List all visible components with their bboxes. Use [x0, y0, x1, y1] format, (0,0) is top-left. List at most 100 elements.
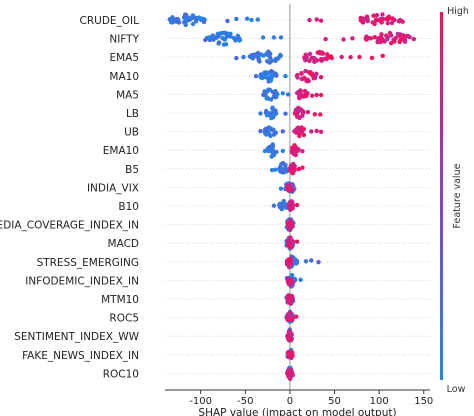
feature-label: EMA10 [103, 145, 139, 157]
shap-point [285, 92, 291, 97]
shap-point [314, 17, 319, 22]
shap-point [234, 16, 239, 22]
shap-point [267, 60, 272, 65]
shap-point [303, 259, 309, 264]
shap-point [280, 160, 286, 166]
shap-point [220, 30, 225, 36]
shap-point [313, 74, 318, 79]
shap-point [268, 78, 273, 83]
shap-point [372, 35, 377, 40]
shap-point [296, 166, 301, 172]
shap-point [285, 312, 291, 317]
feature-label: MACD [108, 238, 139, 250]
shap-point [300, 113, 305, 119]
shap-point [273, 167, 278, 172]
shap-point [249, 17, 254, 23]
x-tick-label: 150 [414, 396, 433, 407]
shap-point [384, 16, 389, 22]
shap-point [271, 203, 277, 208]
shap-point [263, 73, 269, 79]
feature-label: ROC10 [103, 368, 139, 380]
shap-point [293, 152, 298, 158]
shap-point [350, 36, 355, 41]
shap-point [281, 198, 286, 204]
shap-point [369, 55, 375, 61]
shap-point [258, 73, 263, 78]
shap-point [298, 88, 303, 93]
feature-label: MA10 [109, 71, 139, 83]
shap-point [264, 51, 269, 56]
shap-point [302, 75, 307, 81]
shap-point [303, 68, 308, 74]
shap-points [167, 12, 416, 381]
shap-point [312, 112, 318, 117]
feature-label: FAKE_NEWS_INDEX_IN [22, 350, 139, 362]
x-axis-ticks: -100 -50 0 50 100 150 [189, 390, 433, 407]
feature-label: SENTIMENT_INDEX_WW [14, 331, 139, 343]
shap-point [289, 354, 295, 359]
feature-label: INFODEMIC_INDEX_IN [25, 275, 139, 287]
shap-point [285, 334, 290, 339]
shap-point [280, 148, 285, 154]
shap-point [364, 34, 369, 39]
shap-point [260, 35, 266, 40]
shap-point [251, 52, 257, 57]
shap-point [271, 152, 277, 158]
shap-point [278, 186, 284, 191]
shap-point [290, 150, 295, 155]
shap-point [255, 17, 260, 22]
shap-point [376, 36, 381, 41]
feature-label: LB [126, 108, 139, 120]
shap-point [235, 33, 240, 38]
shap-point [390, 16, 395, 21]
feature-label: EMA5 [109, 52, 139, 64]
shap-point [290, 187, 295, 192]
shap-point [295, 75, 300, 80]
feature-label: B10 [118, 201, 139, 213]
shap-point [293, 127, 299, 132]
shap-point [371, 13, 376, 18]
shap-point [385, 35, 390, 40]
x-axis-title: SHAP value (impact on model output) [198, 407, 396, 416]
shap-point [288, 373, 294, 379]
shap-point [216, 41, 221, 46]
shap-point [196, 15, 202, 20]
shap-point [283, 165, 288, 170]
shap-point [290, 145, 295, 150]
shap-point [286, 317, 291, 322]
shap-point [348, 55, 353, 60]
shap-point [379, 32, 384, 37]
shap-point [341, 37, 346, 42]
colorbar-gradient [440, 12, 443, 380]
x-tick-label: 0 [287, 396, 293, 407]
shap-point [322, 56, 327, 61]
shap-point [190, 21, 196, 27]
feature-labels: CRUDE_OIL NIFTY EMA5 MA10 MA5 LB UB EMA10 B5 INDI… [0, 15, 140, 380]
shap-point [288, 282, 294, 287]
shap-point [263, 126, 269, 131]
shap-point [318, 18, 324, 23]
shap-point [310, 93, 315, 98]
shap-point [287, 257, 292, 262]
shap-point [287, 224, 293, 229]
shap-point [294, 112, 300, 117]
shap-point [268, 55, 273, 61]
feature-label: STRESS_EMERGING [37, 257, 139, 269]
shap-point [225, 18, 230, 24]
shap-point [315, 50, 320, 55]
shap-point [288, 337, 293, 342]
shap-point [201, 19, 207, 25]
shap-point [294, 260, 299, 266]
shap-point [215, 31, 220, 37]
shap-point [288, 330, 293, 335]
shap-point [221, 42, 227, 47]
shap-point [402, 36, 407, 42]
shap-point [301, 132, 307, 138]
shap-point [380, 53, 385, 58]
shap-point [193, 15, 198, 20]
shap-point [207, 35, 212, 40]
shap-point [287, 265, 292, 270]
shap-point [203, 37, 208, 43]
shap-point [265, 89, 270, 94]
shap-point [297, 133, 302, 139]
